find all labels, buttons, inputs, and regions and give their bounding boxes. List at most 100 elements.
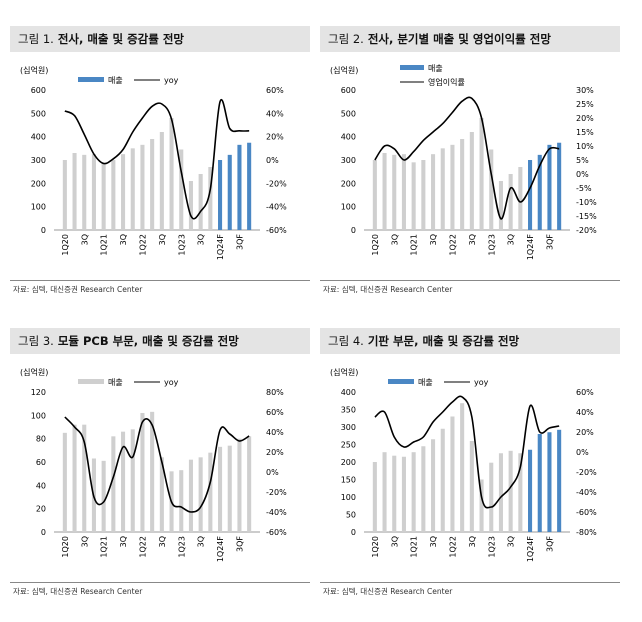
y2-tick-label: 10% (576, 142, 594, 151)
chart-panel-2: 그림 2. 전사, 분기별 매출 및 영업이익률 전망 (십억원) 매출 영업이익률… (320, 26, 620, 316)
chart-title: 그림 3. 모듈 PCB 부문, 매출 및 증감률 전망 (18, 333, 239, 349)
bar (62, 432, 67, 532)
y2-tick-label: -60% (576, 508, 597, 517)
x-tick-label: 1Q24F (526, 536, 535, 563)
x-tick-label: 1Q22 (448, 536, 457, 558)
bar (101, 162, 106, 230)
chart-panel-1: 그림 1. 전사, 매출 및 증감률 전망 (십억원) 매출 yoy 0 100 200 3… (10, 26, 310, 316)
bar (479, 479, 484, 532)
legend-label-bar: 매출 (418, 377, 433, 387)
bar (547, 432, 552, 532)
source-rule (320, 280, 620, 281)
x-tick-label: 3QF (235, 234, 244, 250)
legend-swatch-bar (78, 379, 104, 384)
bar (431, 154, 436, 230)
chart-title: 그림 1. 전사, 매출 및 증감률 전망 (18, 31, 184, 47)
series-line (374, 96, 560, 220)
bar (537, 434, 542, 532)
bar (518, 167, 523, 230)
y-tick-label: 200 (31, 179, 46, 188)
series-line (64, 98, 250, 220)
x-tick-label: 3Q (158, 234, 167, 245)
y-tick-label: 100 (341, 203, 356, 212)
bar (382, 153, 387, 230)
bar (421, 160, 426, 230)
bar (198, 174, 203, 230)
legend-label-line: yoy (474, 378, 489, 387)
bar (460, 403, 465, 532)
x-tick-label: 1Q24F (216, 234, 225, 261)
bar (528, 449, 533, 532)
legend-label-line: 영업이익률 (428, 77, 465, 87)
y2-tick-label: 60% (576, 388, 594, 397)
source-rule (10, 582, 310, 583)
bar (218, 446, 223, 532)
y2-tick-label: -20% (266, 488, 287, 497)
bar (150, 411, 155, 532)
bar (440, 428, 445, 532)
bar (498, 181, 503, 230)
unit-label: (십억원) (20, 65, 48, 75)
y-tick-label: 0 (41, 226, 46, 235)
x-tick-label: 1Q21 (100, 536, 109, 558)
source-note: 자료: 심텍, 대신증권 Research Center (323, 285, 453, 294)
series-line (374, 395, 560, 509)
y2-tick-label: 40% (266, 109, 284, 118)
unit-label: (십억원) (330, 65, 358, 75)
bar (401, 154, 406, 230)
source-note: 자료: 심텍, 대신증권 Research Center (323, 587, 453, 596)
y-tick-label: 50 (346, 511, 356, 520)
y-tick-label: 150 (341, 476, 356, 485)
y-tick-label: 400 (341, 133, 356, 142)
chart-panel-3: 그림 3. 모듈 PCB 부문, 매출 및 증감률 전망 (십억원) 매출 yoy 0… (10, 328, 310, 618)
y2-tick-label: 0% (266, 156, 279, 165)
y-tick-label: 40 (36, 481, 46, 490)
bar (421, 446, 426, 532)
x-tick-label: 3Q (429, 536, 438, 547)
y2-tick-label: 0% (576, 170, 589, 179)
y-tick-label: 250 (341, 441, 356, 450)
bar (450, 144, 455, 230)
bar (528, 160, 533, 230)
figure-title-text: 전사, 매출 및 증감률 전망 (57, 32, 184, 46)
bar (159, 457, 164, 532)
bar (382, 452, 387, 532)
y-tick-label: 0 (41, 528, 46, 537)
series-line (64, 416, 250, 513)
bar (218, 160, 223, 230)
bar (247, 142, 252, 230)
bar (508, 174, 513, 230)
x-tick-label: 3Q (119, 234, 128, 245)
x-tick-label: 1Q20 (371, 536, 380, 558)
bar (469, 132, 474, 230)
y-tick-label: 100 (31, 203, 46, 212)
y2-tick-label: -40% (266, 203, 287, 212)
bar (537, 154, 542, 230)
y-tick-label: 350 (341, 406, 356, 415)
x-tick-label: 3Q (119, 536, 128, 547)
y-tick-label: 300 (31, 156, 46, 165)
y2-tick-label: -80% (576, 528, 597, 537)
y-tick-label: 20 (36, 505, 46, 514)
bar (101, 460, 106, 532)
y-tick-label: 400 (31, 133, 46, 142)
y-tick-label: 300 (341, 423, 356, 432)
x-tick-label: 3Q (80, 536, 89, 547)
y2-tick-label: -20% (576, 468, 597, 477)
y2-tick-label: 5% (576, 156, 589, 165)
y2-tick-label: 40% (266, 428, 284, 437)
figure-title-text: 기판 부문, 매출 및 증감률 전망 (367, 334, 520, 348)
x-tick-label: 3Q (507, 234, 516, 245)
y-tick-label: 500 (31, 109, 46, 118)
figure-number: 그림 4. (328, 334, 364, 348)
bar (489, 462, 494, 532)
y-tick-label: 0 (351, 226, 356, 235)
chart-svg-3: (십억원) 매출 yoy 0 20 40 60 80 100 120 -60% -40% -20% 0% 2… (20, 367, 287, 562)
bar (140, 144, 145, 230)
source-rule (10, 280, 310, 281)
bar (111, 160, 116, 230)
x-tick-label: 1Q22 (138, 536, 147, 558)
figure-title-text: 전사, 분기별 매출 및 영업이익률 전망 (367, 32, 551, 46)
y2-tick-label: -60% (266, 528, 287, 537)
x-tick-label: 3Q (80, 234, 89, 245)
